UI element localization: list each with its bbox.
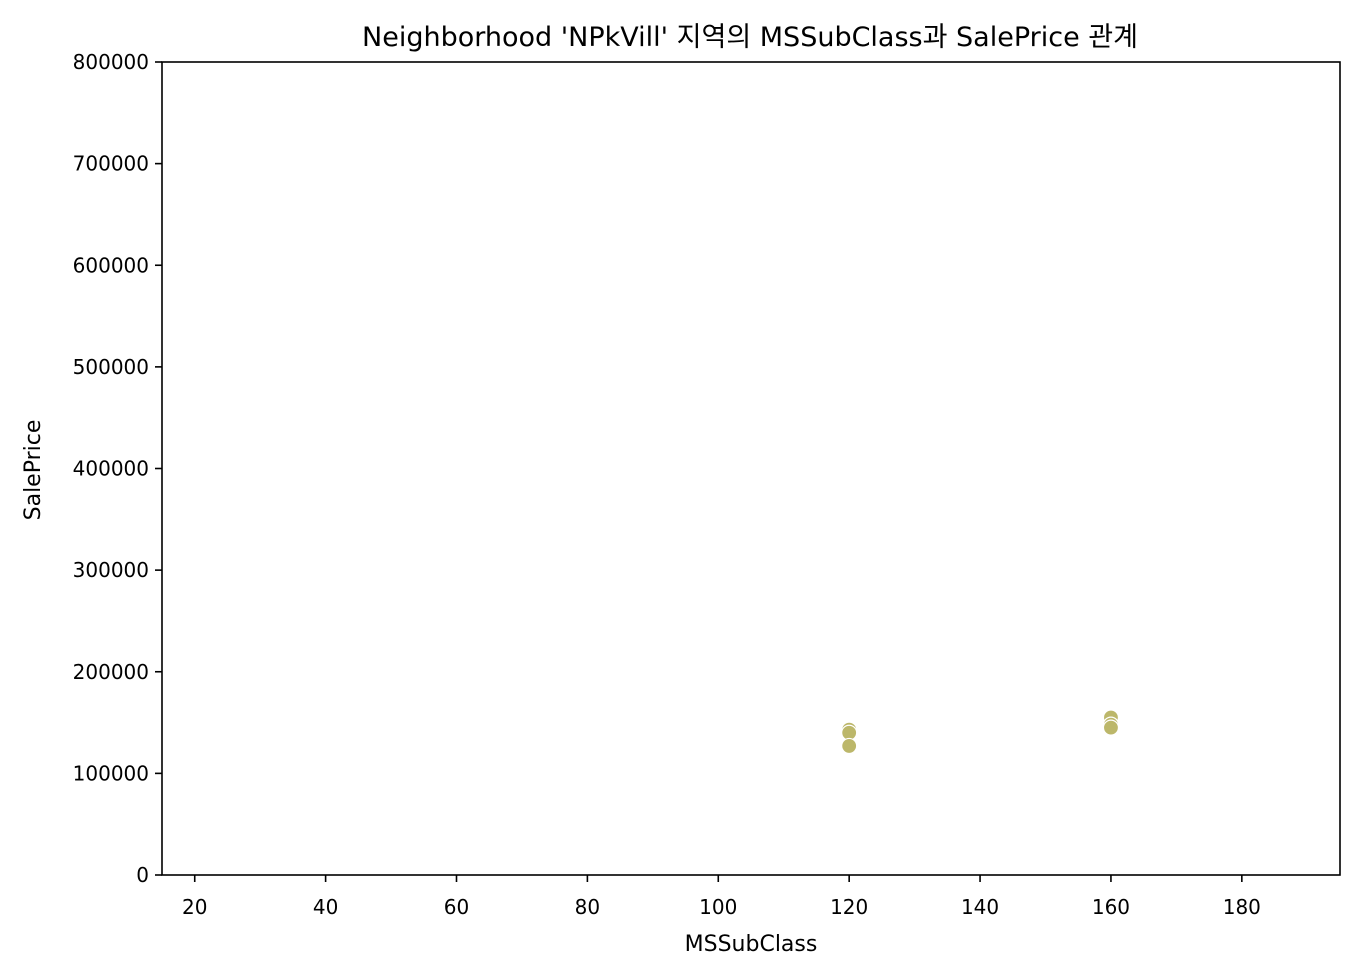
y-tick-label: 300000	[73, 558, 149, 582]
y-tick-label: 800000	[73, 50, 149, 74]
y-tick-label: 600000	[73, 253, 149, 277]
y-tick-label: 400000	[73, 457, 149, 481]
x-tick-label: 140	[961, 895, 999, 919]
x-axis: 20 40 60 80 100 120 140 160 180	[182, 875, 1261, 919]
y-tick-label: 500000	[73, 355, 149, 379]
x-tick-label: 80	[575, 895, 600, 919]
plot-area-frame	[161, 61, 1341, 876]
x-tick-label: 180	[1223, 895, 1261, 919]
y-axis: 0 100000 200000 300000 400000 500000 600000 700…	[73, 50, 162, 887]
x-tick-label: 20	[182, 895, 207, 919]
y-tick-label: 700000	[73, 152, 149, 176]
x-tick-label: 40	[313, 895, 338, 919]
y-axis-label: SalePrice	[21, 420, 46, 521]
data-point	[1102, 719, 1120, 736]
y-tick-label: 0	[136, 863, 149, 887]
y-tick-label: 100000	[73, 761, 149, 785]
y-tick-label: 200000	[73, 660, 149, 684]
x-tick-label: 160	[1092, 895, 1130, 919]
x-axis-label: MSSubClass	[685, 932, 818, 957]
x-tick-label: 60	[444, 895, 469, 919]
x-tick-label: 120	[830, 895, 868, 919]
chart-title: Neighborhood 'NPkVill' 지역의 MSSubClass과 S…	[362, 22, 1138, 53]
x-tick-label: 100	[699, 895, 737, 919]
scatter-points	[841, 709, 1120, 755]
data-point	[841, 737, 858, 755]
